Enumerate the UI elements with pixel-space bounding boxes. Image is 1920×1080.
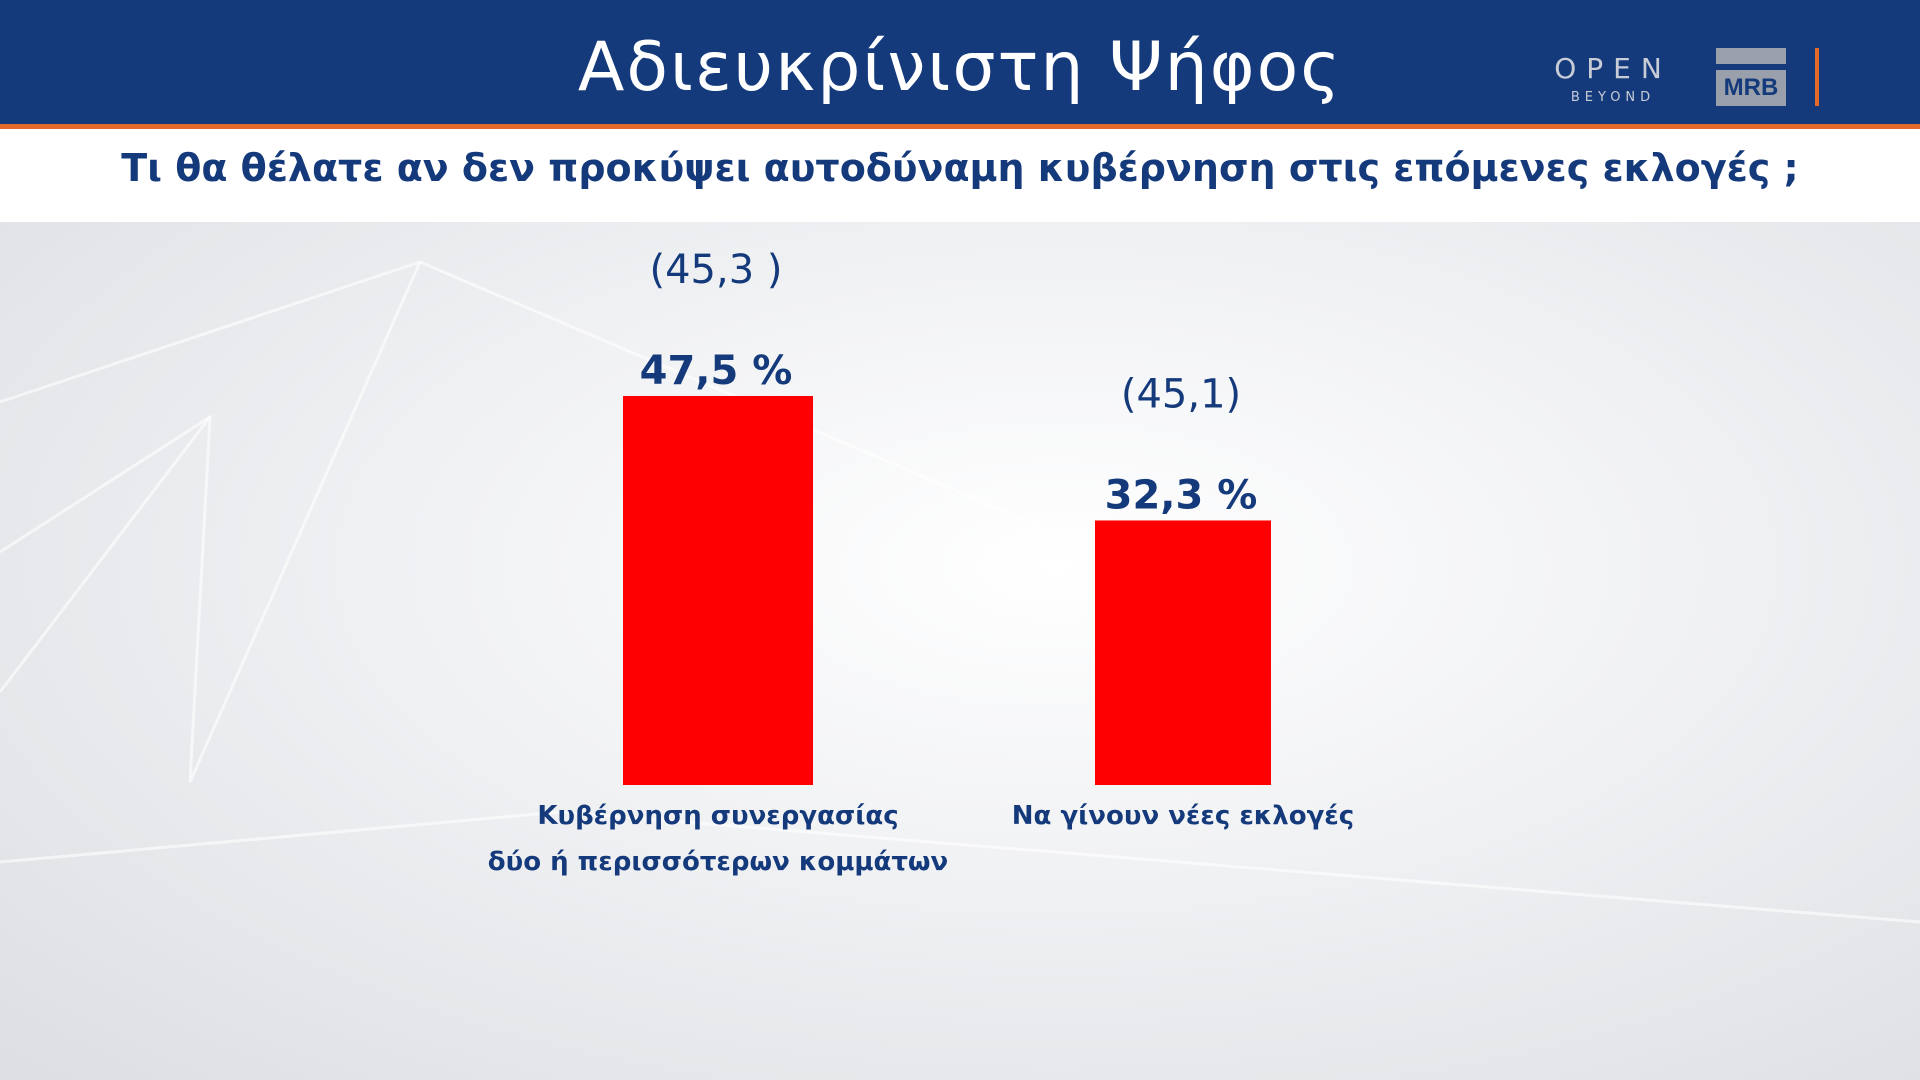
value-label-1: 32,3 %	[1105, 472, 1258, 518]
previous-value-label-0: (45,3 )	[650, 247, 783, 293]
open-logo: OPEN	[1554, 52, 1672, 85]
page-title: Αδιευκρίνιστη Ψήφος	[577, 28, 1343, 107]
category-label-1-0: Να γίνουν νέες εκλογές	[1012, 801, 1354, 831]
value-label-0: 47,5 %	[640, 348, 793, 394]
mrb-logo-text: MRB	[1716, 70, 1786, 106]
category-label-0-0: Κυβέρνηση συνεργασίας	[537, 801, 898, 831]
question-band	[0, 129, 1920, 222]
mrb-logo: MRB	[1716, 48, 1786, 106]
open-logo-subtitle: BEYOND	[1570, 90, 1656, 105]
background-decoration	[0, 260, 1920, 924]
bar-1	[1095, 520, 1271, 785]
bar-0	[623, 395, 813, 785]
question-text: Τι θα θέλατε αν δεν προκύψει αυτοδύναμη …	[121, 146, 1799, 190]
category-label-0-1: δύο ή περισσότερων κομμάτων	[488, 847, 948, 877]
header-accent-line	[0, 124, 1920, 129]
mrb-logo-bar	[1716, 48, 1786, 64]
previous-value-label-1: (45,1)	[1121, 371, 1241, 417]
chart-background	[0, 222, 1920, 1080]
header-bar	[0, 0, 1920, 124]
logo-separator	[1815, 48, 1819, 106]
